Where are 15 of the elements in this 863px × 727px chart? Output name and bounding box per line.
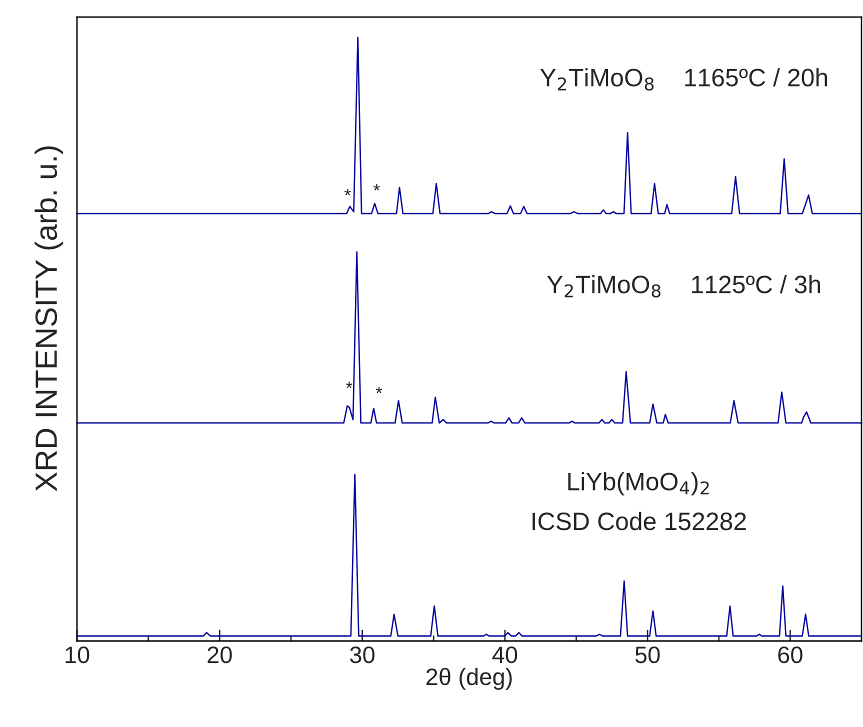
x-tick-label: 30	[350, 646, 374, 664]
annotation: LiYb(MoO$_{4}$)$_{2}$ ICSD Code 152282	[532, 472, 746, 530]
text: Y$_{2}$TiMoO$_{8}$ 1165ºC / 20h	[540, 68, 827, 91]
text: Y$_{2}$TiMoO$_{8}$ 1125ºC / 3h	[547, 274, 820, 298]
x-tick-label: 60	[778, 646, 802, 664]
annotation: *	[373, 184, 380, 190]
x-axis-title: 2θ (deg)	[426, 668, 512, 690]
annotation: *	[376, 386, 382, 394]
x-tick-label: 40	[492, 646, 518, 664]
x-tick-label: 20	[208, 646, 232, 664]
x-tick-label: 50	[635, 646, 660, 664]
annotation: *	[346, 382, 352, 388]
y-axis-title: XRD INTENSITY (arb. u.)	[34, 146, 64, 492]
x-tick-label: 10	[66, 646, 90, 664]
annotation: *	[344, 189, 351, 196]
